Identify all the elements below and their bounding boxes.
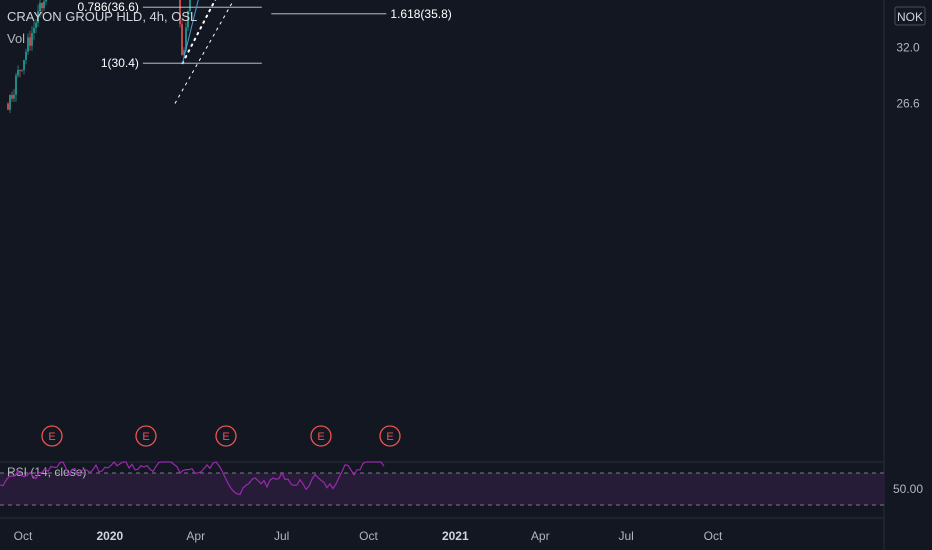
currency-label: NOK: [897, 10, 923, 24]
candle-body: [19, 70, 21, 71]
candle-body: [27, 37, 29, 52]
time-tick-label: Jul: [274, 529, 289, 543]
time-tick-label: Apr: [531, 529, 550, 543]
earnings-marker: [379, 425, 401, 447]
earnings-marker-label: E: [222, 431, 229, 443]
candle-body: [15, 75, 17, 95]
earnings-marker: [310, 425, 332, 447]
earnings-marker-label: E: [386, 431, 393, 443]
candle-body: [185, 27, 187, 51]
candle-body: [43, 1, 45, 9]
candle-body: [189, 0, 191, 12]
candle-body: [25, 51, 27, 60]
candle-body: [21, 69, 23, 71]
time-tick-label: 2021: [442, 529, 469, 543]
candle-body: [41, 2, 43, 9]
candle-body: [187, 11, 189, 28]
candle-body: [37, 11, 39, 23]
fib2-level-label: 1.618(35.8): [390, 7, 451, 21]
time-tick-label: 2020: [96, 529, 123, 543]
candle-body: [179, 0, 181, 25]
candle-body: [33, 27, 35, 33]
time-tick-label: Oct: [359, 529, 378, 543]
candle-body: [183, 50, 185, 55]
candle-body: [7, 103, 9, 110]
candle-body: [17, 70, 19, 76]
earnings-marker: [135, 425, 157, 447]
volume-label: Vol: [7, 31, 26, 46]
earnings-marker-label: E: [48, 431, 55, 443]
candle-body: [9, 95, 11, 110]
rsi-line: [0, 461, 385, 496]
candle-body: [29, 37, 31, 46]
channel-inner-line: [174, 0, 235, 104]
candle-body: [45, 0, 47, 2]
candle-body: [11, 95, 13, 99]
candle-body: [13, 94, 15, 99]
time-tick-label: Oct: [14, 529, 33, 543]
price-tick-label: 26.6: [896, 96, 920, 110]
symbol-title: CRAYON GROUP HLD, 4h, OSL: [7, 9, 198, 24]
time-tick-label: Jul: [618, 529, 633, 543]
earnings-marker: [215, 425, 237, 447]
earnings-marker-label: E: [317, 431, 324, 443]
rsi-tick-label: 50.00: [893, 482, 923, 496]
price-tick-label: 32.0: [896, 41, 920, 55]
time-tick-label: Apr: [186, 529, 205, 543]
rsi-band: [0, 473, 884, 505]
candle-body: [181, 24, 183, 55]
candle-body: [31, 32, 33, 46]
earnings-marker-label: E: [142, 431, 149, 443]
candle-body: [39, 2, 41, 12]
earnings-marker: [41, 425, 63, 447]
currency-box: [894, 6, 926, 26]
fib1-level-label: 0.786(36.6): [77, 0, 138, 14]
candle-body: [23, 59, 25, 70]
fib1-level-label: 1(30.4): [101, 56, 139, 70]
time-tick-label: Oct: [704, 529, 723, 543]
candle-body: [35, 22, 37, 28]
